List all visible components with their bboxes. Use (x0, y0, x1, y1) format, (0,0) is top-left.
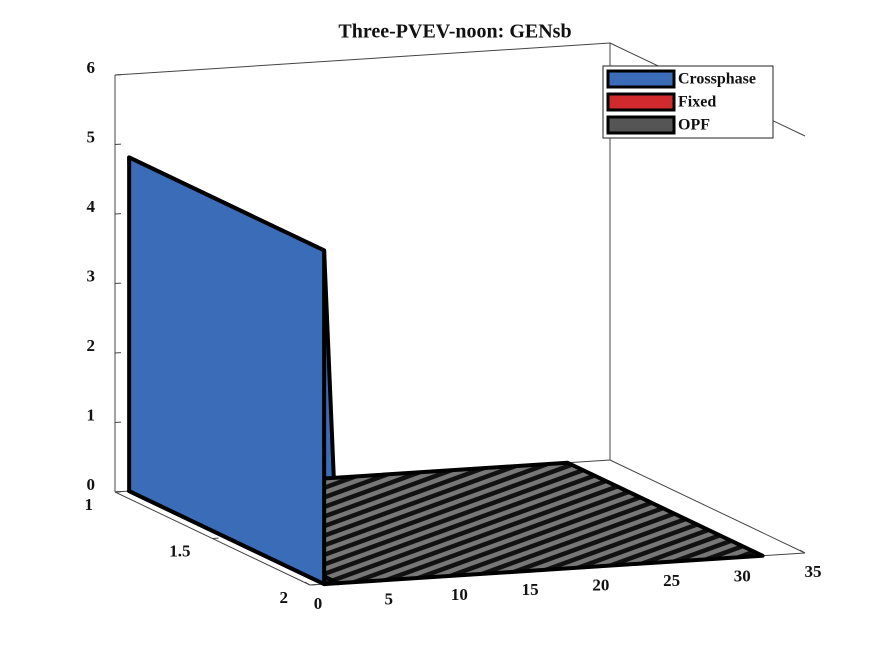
x-tick-label: 35 (805, 562, 822, 581)
legend-swatch (608, 94, 674, 110)
z-tick-label: 0 (87, 475, 96, 494)
z-tick-label: 6 (87, 58, 96, 77)
x-tick-label: 10 (451, 585, 468, 604)
x-tick-label: 15 (522, 580, 539, 599)
x-tick-label: 0 (314, 594, 323, 613)
x-tick-label: 25 (663, 571, 680, 590)
legend-swatch (608, 71, 674, 87)
z-tick-label: 5 (87, 127, 96, 146)
legend-label: Crossphase (678, 71, 756, 88)
y-tick-label: 1 (85, 495, 94, 514)
legend-label: OPF (678, 117, 710, 134)
z-tick-label: 2 (87, 336, 96, 355)
legend-label: Fixed (678, 94, 716, 111)
x-tick-label: 30 (734, 566, 751, 585)
z-tick-label: 3 (87, 266, 96, 285)
x-tick-label: 5 (384, 589, 393, 608)
y-tick-label: 2 (280, 588, 289, 607)
y-tick-label: 1.5 (169, 541, 190, 560)
chart-title: Three-PVEV-noon: GENsb (338, 21, 571, 43)
z-tick-label: 1 (87, 405, 96, 424)
surface-patch (129, 157, 324, 584)
z-tick-label: 4 (87, 197, 96, 216)
x-tick-label: 20 (592, 576, 609, 595)
legend-swatch (608, 117, 674, 133)
axis-line (115, 43, 610, 75)
